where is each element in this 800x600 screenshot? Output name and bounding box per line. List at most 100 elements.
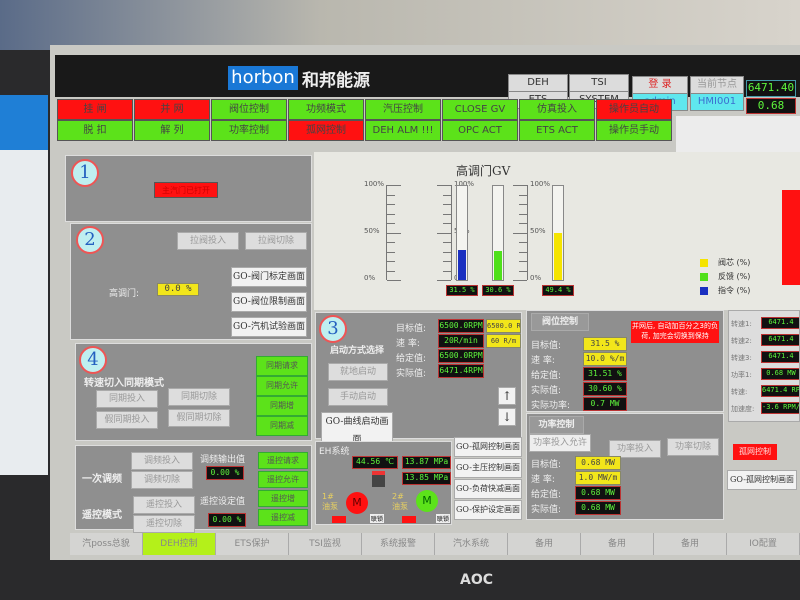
toolbar-button[interactable]: 功频模式 — [288, 99, 364, 120]
nav-tab[interactable]: 系统报警 — [362, 533, 435, 555]
valve-row-value: 31.51 % — [583, 367, 627, 381]
go-turbine-test-button[interactable]: GO-汽机试验画面 — [231, 317, 307, 337]
primary-freq-title: 一次调频 — [82, 474, 122, 485]
remote-out-button[interactable]: 遥控切除 — [133, 515, 195, 533]
power-row-value[interactable]: 1.0 MW/m — [575, 471, 621, 485]
go-load-reduce-button[interactable]: GO-负荷快减画面 — [454, 479, 522, 499]
reading-value: -3.6 RPM/s — [761, 402, 799, 414]
scale-tick — [387, 242, 395, 243]
power-in-button[interactable]: 功率投入 — [609, 440, 661, 458]
power-row-value[interactable]: 0.68 MW — [575, 456, 621, 470]
toolbar-button[interactable]: CLOSE GV — [442, 99, 518, 120]
start-mode-title: 启动方式选择 — [330, 346, 385, 356]
freq-out-button[interactable]: 调频切除 — [131, 471, 193, 489]
gauge-fill — [458, 250, 466, 280]
scale-tick — [437, 280, 451, 281]
toolbar-button[interactable]: 脱 扣 — [57, 120, 133, 141]
go-main-pressure-button[interactable]: GO-主压控制画面 — [454, 458, 522, 478]
toolbar-button[interactable]: 汽压控制 — [365, 99, 441, 120]
scale-tick — [387, 185, 401, 186]
sync-out-button[interactable]: 同期切除 — [168, 388, 230, 406]
oil-temp-display: 44.56 ℃ — [352, 456, 398, 469]
toolbar-button[interactable]: 功率控制 — [211, 120, 287, 141]
scale-tick — [443, 223, 451, 224]
pump-2-motor-icon[interactable]: M — [416, 490, 438, 512]
island-control-button[interactable]: 孤网控制 — [733, 444, 777, 460]
pump-2-interlock[interactable]: 联锁 — [436, 514, 451, 523]
valve-row-value[interactable]: 10.0 %/m — [583, 352, 627, 366]
nav-tab[interactable]: TSI监视 — [289, 533, 362, 555]
toolbar-button[interactable]: ETS ACT — [519, 120, 595, 141]
pull-valve-out-button[interactable]: 拉阀切除 — [245, 232, 307, 250]
go-valve-calibration-button[interactable]: GO-阀门标定画面 — [231, 267, 307, 287]
reading-label: 转速: — [731, 388, 748, 396]
local-start-button[interactable]: 就地启动 — [328, 363, 388, 381]
scale-tick — [513, 232, 527, 234]
nav-tab[interactable]: 备用 — [654, 533, 727, 555]
power-out-button[interactable]: 功率切除 — [667, 438, 719, 456]
toolbar-button[interactable]: OPC ACT — [442, 120, 518, 141]
reading-label: 功率1: — [731, 371, 752, 379]
down-arrow-button[interactable]: ↓ — [498, 408, 516, 426]
login-button[interactable]: 登 录 — [632, 76, 688, 94]
legend-label: 反馈 (%) — [718, 272, 751, 281]
nav-tab[interactable]: IO配置 — [727, 533, 800, 555]
scale-tick — [443, 242, 451, 243]
speed-row-setpoint[interactable]: 60 R/m — [486, 334, 521, 348]
deh-button[interactable]: DEH — [508, 74, 568, 92]
toolbar-button[interactable]: 操作员自动 — [596, 99, 672, 120]
fake-sync-out-button[interactable]: 假同期切除 — [168, 409, 230, 427]
go-island-screen-button[interactable]: GO-孤网控制画面 — [454, 437, 522, 457]
logo: horbon — [228, 66, 298, 90]
remote-in-button[interactable]: 遥控投入 — [133, 496, 195, 514]
sync-in-button[interactable]: 同期投入 — [96, 390, 158, 408]
toolbar-button[interactable]: DEH ALM !!! — [365, 120, 441, 141]
valve-row-value: 0.7 MW — [583, 397, 627, 411]
toolbar-button[interactable]: 阀位控制 — [211, 99, 287, 120]
fake-sync-in-button[interactable]: 假同期投入 — [96, 411, 158, 429]
nav-tab[interactable]: ETS保护 — [216, 533, 289, 555]
nav-tab[interactable]: 汽水系统 — [435, 533, 508, 555]
pump-1-motor-icon[interactable]: M — [346, 492, 368, 514]
toolbar-button[interactable]: 解 列 — [134, 120, 210, 141]
valve-control-title: 阀位控制 — [531, 313, 589, 331]
up-arrow-button[interactable]: ↑ — [498, 387, 516, 405]
valve-row-value[interactable]: 31.5 % — [583, 337, 627, 351]
panel-3: 3 启动方式选择 就地启动 手动启动 GO-曲线启动画面 目标值: 6500.0R… — [315, 312, 522, 450]
go-island-control-button[interactable]: GO-孤网控制画面 — [727, 470, 797, 490]
scale-tick — [513, 185, 527, 186]
current-node-label: 当前节点 — [690, 76, 744, 94]
scale-tick-label: 50% — [530, 227, 546, 235]
nav-tab[interactable]: 备用 — [508, 533, 581, 555]
pull-valve-in-button[interactable]: 拉阀投入 — [177, 232, 239, 250]
power-control-title: 功率控制 — [529, 416, 584, 434]
gauge-scale — [437, 185, 452, 281]
remote-mode-title: 遥控模式 — [82, 510, 122, 521]
manual-start-button[interactable]: 手动启动 — [328, 388, 388, 406]
tsi-button[interactable]: TSI — [569, 74, 629, 92]
toolbar-button[interactable]: 操作员手动 — [596, 120, 672, 141]
reading-value: 0.68 MW — [761, 368, 799, 380]
valve-row-label: 给定值: — [531, 371, 562, 381]
go-protection-button[interactable]: GO-保护设定画面 — [454, 500, 522, 520]
toolbar-button[interactable]: 仿真投入 — [519, 99, 595, 120]
reading-value: 6471.4 — [761, 351, 799, 363]
go-valve-limit-button[interactable]: GO-阀位限制画面 — [231, 292, 307, 312]
remote-allow-indicator: 遥控允许 — [258, 471, 308, 488]
reading-value: 6471.4 — [761, 334, 799, 346]
nav-tab[interactable]: 备用 — [581, 533, 654, 555]
pump-2-status — [402, 516, 416, 523]
nav-tab[interactable]: DEH控制 — [143, 533, 216, 555]
toolbar-button[interactable]: 孤网控制 — [288, 120, 364, 141]
toolbar-button[interactable]: 并 网 — [134, 99, 210, 120]
toolbar-button[interactable]: 挂 闸 — [57, 99, 133, 120]
power-row-label: 实际值: — [531, 505, 562, 515]
nav-tab[interactable]: 汽poss总貌 — [70, 533, 143, 555]
pump-1-interlock[interactable]: 联锁 — [370, 514, 385, 523]
freq-in-button[interactable]: 调频投入 — [131, 452, 193, 470]
header-bar — [55, 55, 800, 97]
speed-row-setpoint[interactable]: 6500.0 RPM — [486, 319, 521, 333]
power-allow-indicator: 功率投入允许 — [529, 434, 591, 452]
scale-tick — [387, 204, 395, 205]
speed-row-value: 6471.4RPM — [438, 364, 484, 378]
